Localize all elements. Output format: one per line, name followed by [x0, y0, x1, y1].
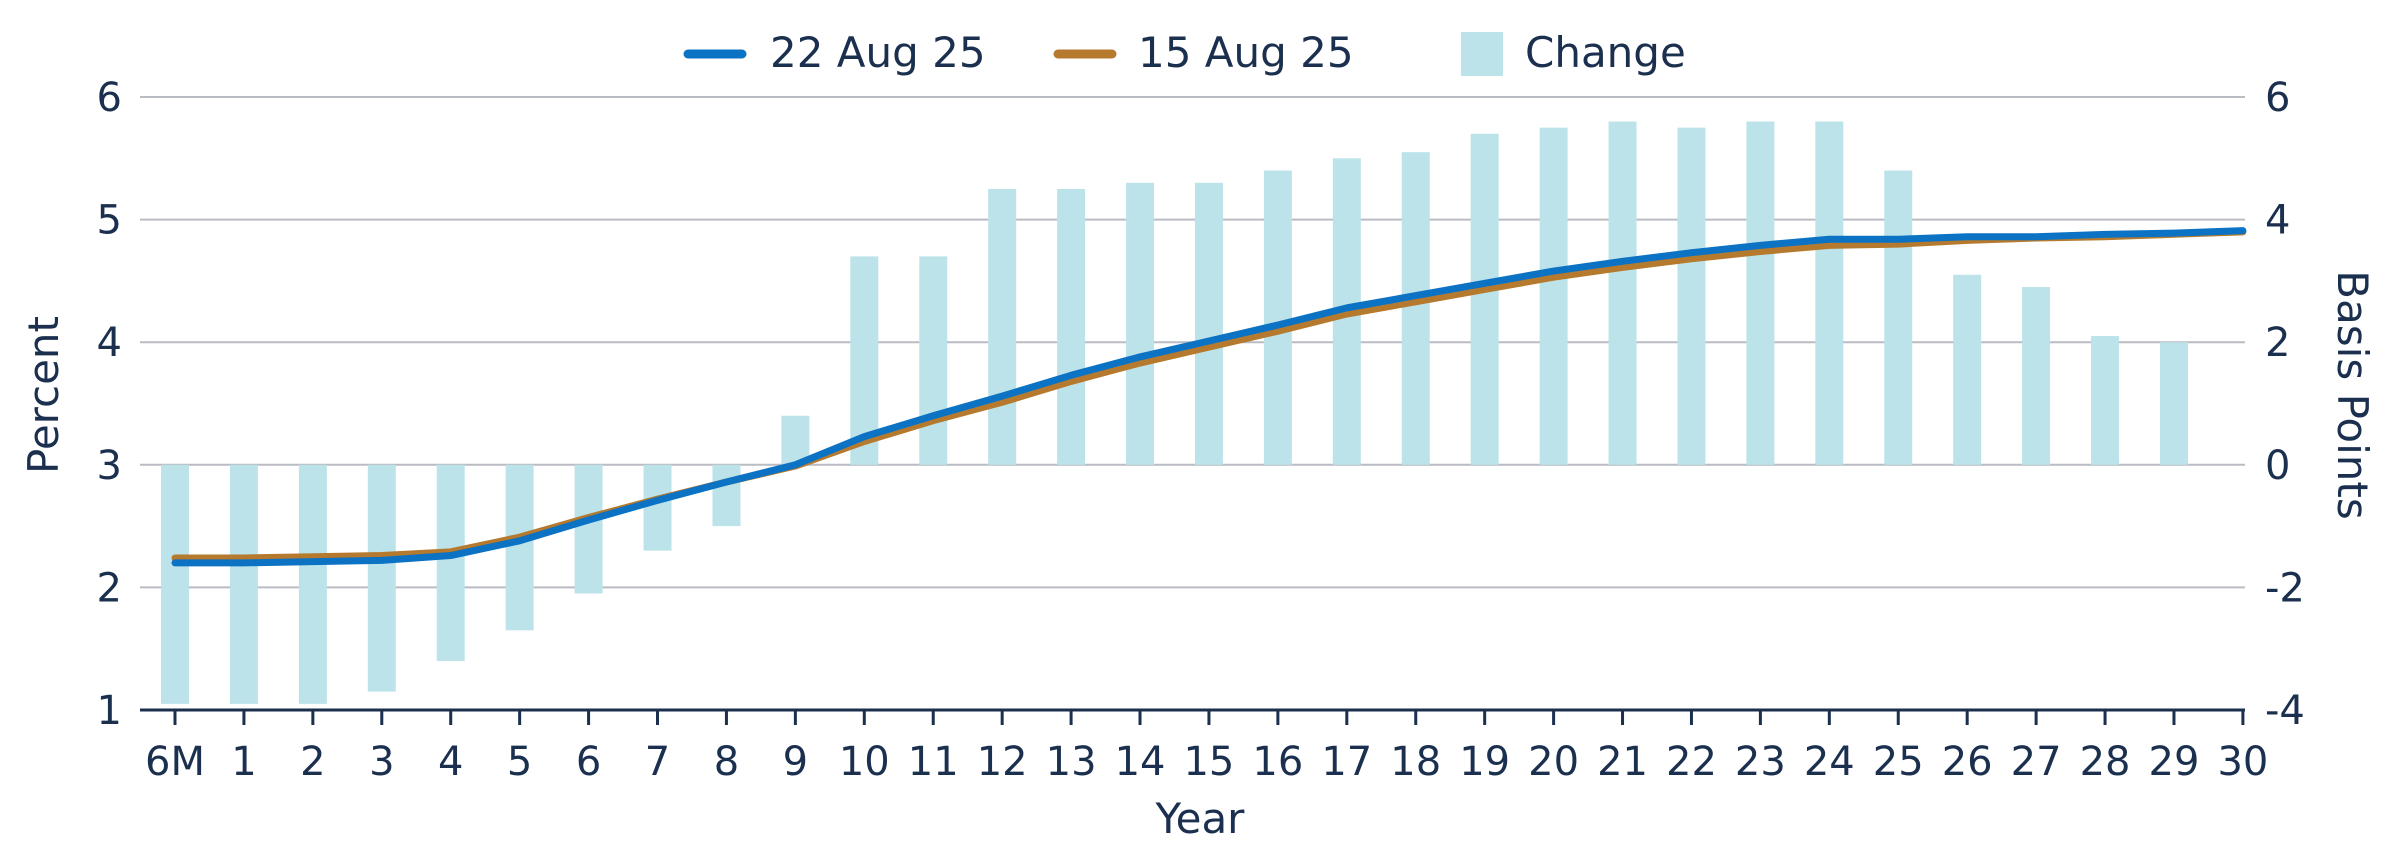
x-tick-23: 23 [1735, 739, 1786, 785]
x-tick-11: 11 [908, 739, 959, 785]
change-bar-20 [1539, 127, 1568, 465]
x-tick-15: 15 [1183, 739, 1234, 785]
change-bar-28 [2091, 336, 2120, 465]
change-bar-6m [161, 464, 189, 704]
left-tick-6: 6 [97, 75, 122, 121]
right-axis-title: Basis Points [2328, 270, 2377, 520]
yield-lines [171, 227, 2247, 567]
right-tick-0: 0 [2265, 443, 2290, 489]
x-tick-20: 20 [1528, 739, 1579, 785]
x-tick-4: 4 [438, 739, 463, 785]
x-tick-5: 5 [507, 739, 532, 785]
change-bar-15 [1194, 182, 1223, 465]
legend: 22 Aug 25 15 Aug 25 Change [683, 28, 1686, 77]
x-tick-14: 14 [1115, 739, 1166, 785]
change-bar-4 [436, 464, 465, 661]
change-bar-27 [2022, 287, 2051, 465]
change-bar-23 [1746, 121, 1775, 465]
x-tick-8: 8 [714, 739, 739, 785]
change-bar-9 [781, 415, 810, 465]
right-tick-neg4: -4 [2265, 688, 2305, 734]
x-tick-10: 10 [839, 739, 890, 785]
change-bar-3 [367, 464, 396, 692]
change-bar-26 [1953, 274, 1982, 465]
x-axis-ticks: 6M 1 2 3 4 5 6 7 8 9 10 11 12 13 14 15 16 17 18 19 20 21 22 23 2… [145, 710, 2268, 785]
x-tick-26: 26 [1942, 739, 1993, 785]
left-tick-1: 1 [97, 688, 122, 734]
change-bar-13 [1057, 188, 1086, 465]
change-bar-1 [229, 464, 258, 704]
left-tick-3: 3 [97, 443, 122, 489]
left-tick-2: 2 [97, 565, 122, 611]
x-tick-17: 17 [1321, 739, 1372, 785]
x-tick-30: 30 [2217, 739, 2268, 785]
line-22-aug-25 [171, 227, 2247, 567]
right-tick-4: 4 [2265, 198, 2290, 244]
x-tick-25: 25 [1873, 739, 1924, 785]
x-tick-13: 13 [1046, 739, 1097, 785]
change-bar-11 [919, 256, 948, 465]
change-bar-22 [1677, 127, 1706, 465]
right-tick-6: 6 [2265, 75, 2290, 121]
change-bar-14 [1126, 182, 1155, 465]
x-tick-2: 2 [300, 739, 325, 785]
x-tick-12: 12 [977, 739, 1028, 785]
x-tick-21: 21 [1597, 739, 1648, 785]
legend-label-22-aug-25: 22 Aug 25 [770, 28, 986, 77]
legend-swatch-change [1461, 32, 1503, 76]
change-bar-2 [298, 464, 327, 704]
change-bar-12 [988, 188, 1017, 465]
x-tick-22: 22 [1666, 739, 1717, 785]
change-bar-19 [1470, 133, 1499, 465]
x-tick-18: 18 [1390, 739, 1441, 785]
change-bars [161, 121, 2188, 704]
x-tick-16: 16 [1252, 739, 1303, 785]
left-tick-5: 5 [97, 198, 122, 244]
x-tick-28: 28 [2080, 739, 2131, 785]
x-tick-7: 7 [645, 739, 670, 785]
right-axis-ticks: -4 -2 0 2 4 6 [2265, 75, 2305, 734]
line-15-aug-25 [171, 228, 2247, 562]
x-axis-title: Year [1155, 794, 1246, 843]
change-bar-6 [574, 464, 603, 594]
legend-label-15-aug-25: 15 Aug 25 [1138, 28, 1354, 77]
right-tick-neg2: -2 [2265, 565, 2305, 611]
change-bar-16 [1263, 170, 1292, 465]
x-tick-24: 24 [1804, 739, 1855, 785]
x-tick-6m: 6M [145, 739, 205, 785]
change-bar-18 [1401, 152, 1430, 465]
left-axis-ticks: 1 2 3 4 5 6 [97, 75, 122, 734]
change-bar-5 [505, 464, 534, 631]
left-tick-4: 4 [97, 320, 122, 366]
x-tick-27: 27 [2011, 739, 2062, 785]
left-axis-title: Percent [19, 316, 68, 474]
right-tick-2: 2 [2265, 320, 2290, 366]
x-tick-3: 3 [369, 739, 394, 785]
change-bar-7 [643, 464, 672, 551]
change-bar-24 [1815, 121, 1844, 465]
x-tick-19: 19 [1459, 739, 1510, 785]
x-tick-1: 1 [231, 739, 256, 785]
change-bar-8 [712, 464, 741, 527]
change-bar-10 [850, 256, 879, 465]
x-tick-9: 9 [783, 739, 808, 785]
change-bar-21 [1608, 121, 1637, 465]
change-bar-25 [1884, 170, 1913, 465]
change-bar-29 [2159, 342, 2188, 465]
legend-label-change: Change [1525, 28, 1686, 77]
x-tick-29: 29 [2149, 739, 2200, 785]
x-tick-6: 6 [576, 739, 601, 785]
